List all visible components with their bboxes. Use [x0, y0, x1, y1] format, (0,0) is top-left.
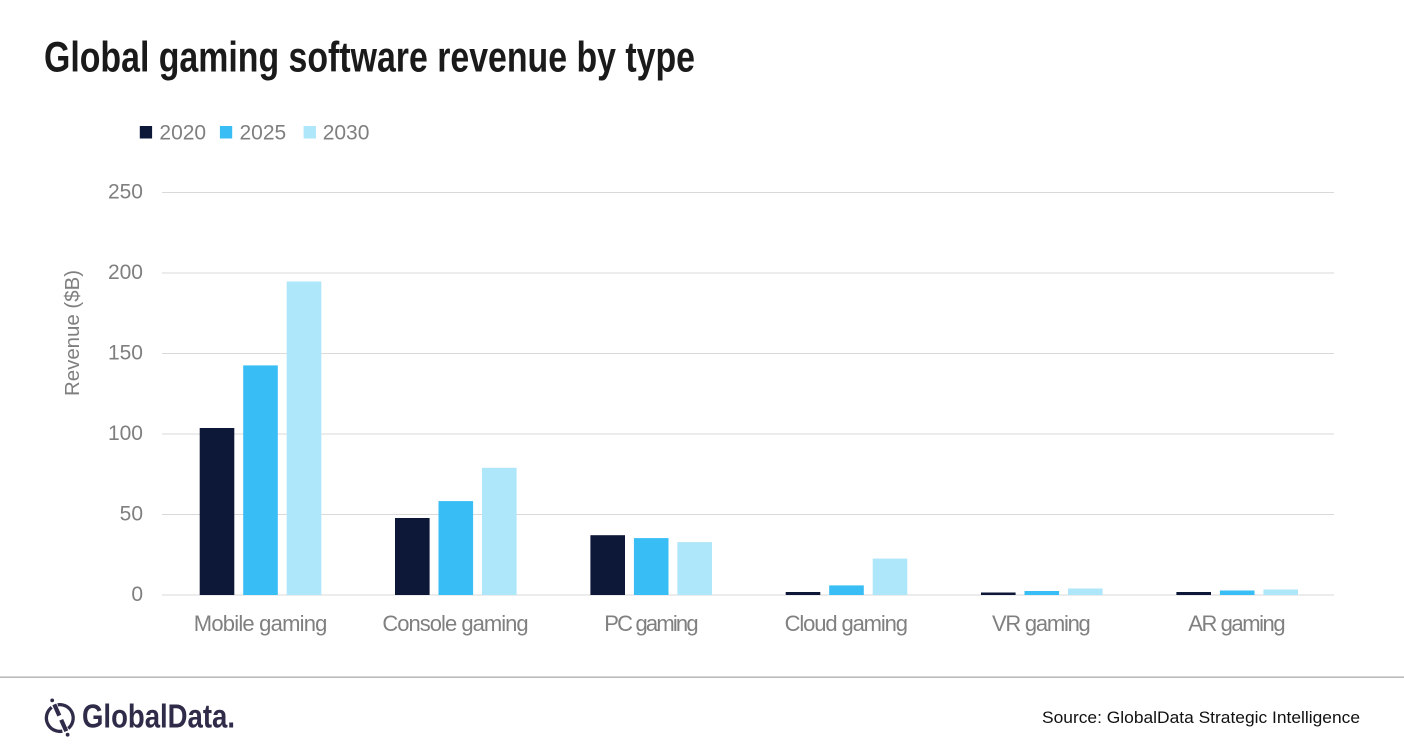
svg-text:200: 200 — [108, 261, 143, 284]
svg-text:Cloud gaming: Cloud gaming — [785, 611, 908, 636]
svg-text:50: 50 — [120, 503, 143, 526]
svg-text:250: 250 — [108, 181, 143, 204]
svg-text:GlobalData.: GlobalData. — [82, 698, 235, 735]
svg-text:Source: GlobalData Strategic I: Source: GlobalData Strategic Intelligenc… — [1042, 708, 1360, 727]
svg-text:Mobile gaming: Mobile gaming — [194, 611, 328, 636]
svg-text:2030: 2030 — [323, 122, 370, 145]
svg-text:100: 100 — [108, 422, 143, 445]
svg-text:2020: 2020 — [159, 122, 206, 145]
svg-text:AR gaming: AR gaming — [1188, 611, 1285, 636]
svg-text:Console gaming: Console gaming — [382, 611, 528, 636]
svg-text:2025: 2025 — [240, 122, 287, 145]
svg-text:Revenue ($B): Revenue ($B) — [62, 270, 84, 396]
svg-text:150: 150 — [108, 342, 143, 365]
svg-text:Global gaming software revenue: Global gaming software revenue by type — [44, 34, 695, 82]
svg-text:0: 0 — [131, 583, 143, 606]
svg-text:VR gaming: VR gaming — [992, 611, 1091, 636]
svg-text:PC gaming: PC gaming — [604, 611, 698, 636]
